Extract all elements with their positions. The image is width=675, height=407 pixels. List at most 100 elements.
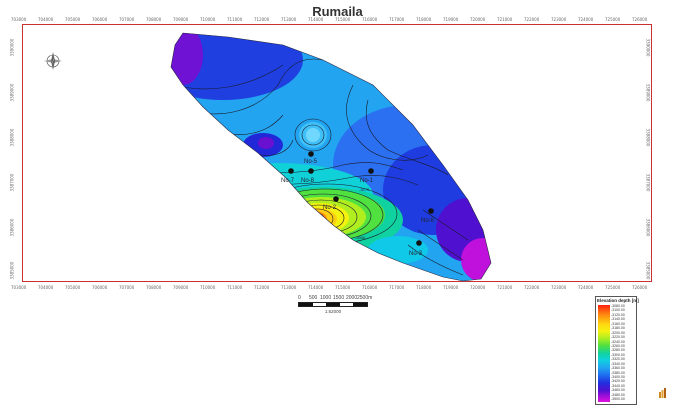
well-label: No-5 <box>304 159 318 165</box>
tick-label: 714000 <box>308 285 324 290</box>
map-title: Rumaila <box>312 4 363 19</box>
well-label: No-1 <box>360 178 374 184</box>
contour-label: -3300 <box>355 235 366 240</box>
scale-label: 2500m <box>357 295 373 301</box>
tick-label: 3385000 <box>9 261 15 280</box>
legend-value: -3320.00 <box>611 357 625 362</box>
tick-label: 706000 <box>92 17 108 22</box>
tick-label: 710000 <box>200 285 216 290</box>
software-logo-icon <box>659 388 666 398</box>
legend-value: -3420.00 <box>611 379 625 384</box>
tick-label: 719000 <box>443 285 459 290</box>
tick-label: 715000 <box>335 17 351 22</box>
svg-text:N: N <box>51 59 55 65</box>
scale-label: 1500 <box>333 295 345 301</box>
contour-label: -3275 <box>359 187 370 192</box>
well-marker[interactable]: No-6 <box>421 208 435 224</box>
well-marker[interactable]: No-1 <box>360 168 374 184</box>
scale-label: 2000 <box>346 295 358 301</box>
tick-label: 707000 <box>119 17 135 22</box>
tick-label: 725000 <box>605 17 621 22</box>
legend-value: -3220.00 <box>611 335 625 340</box>
tick-label: 704000 <box>38 285 54 290</box>
tick-label: 717000 <box>389 285 405 290</box>
tick-label: 705000 <box>65 17 81 22</box>
well-marker[interactable]: No-8 <box>301 168 315 184</box>
tick-label: 707000 <box>119 285 135 290</box>
scale-graphic <box>298 302 368 307</box>
tick-label: 720000 <box>470 285 486 290</box>
tick-label: 713000 <box>281 285 297 290</box>
well-marker[interactable]: No-2 <box>323 196 339 211</box>
well-marker[interactable]: No-3 <box>409 240 423 257</box>
tick-label: 718000 <box>416 285 432 290</box>
tick-label: 724000 <box>578 17 594 22</box>
tick-label: 3388000 <box>9 128 15 147</box>
legend-color-ramp <box>598 305 610 402</box>
legend-value: -3100.00 <box>611 308 625 313</box>
legend-value: -3120.00 <box>611 312 625 317</box>
map-frame: N No-5 No-7 No-8 No-1 No-2 <box>9 17 653 290</box>
tick-label: 711000 <box>227 17 243 22</box>
tick-label: 3388000 <box>645 128 651 147</box>
well-marker[interactable]: No-5 <box>304 151 318 165</box>
tick-label: 3390000 <box>645 38 651 57</box>
legend-value: -3360.00 <box>611 366 625 371</box>
legend-value: -3460.00 <box>611 388 625 393</box>
tick-label: 3390000 <box>9 38 15 57</box>
tick-label: 719000 <box>443 17 459 22</box>
tick-label: 708000 <box>146 285 162 290</box>
tick-label: 711000 <box>227 285 243 290</box>
tick-label: 721000 <box>497 285 513 290</box>
tick-label: 715000 <box>335 285 351 290</box>
legend-value: -3440.00 <box>611 383 625 388</box>
tick-label: 725000 <box>605 285 621 290</box>
tick-label: 704000 <box>38 17 54 22</box>
tick-label: 723000 <box>551 285 567 290</box>
tick-label: 726000 <box>632 17 648 22</box>
tick-label: 713000 <box>281 17 297 22</box>
tick-label: 724000 <box>578 285 594 290</box>
tick-label: 706000 <box>92 285 108 290</box>
tick-label: 709000 <box>173 17 189 22</box>
tick-label: 721000 <box>497 17 513 22</box>
legend-value: -3200.00 <box>611 330 625 335</box>
well-label: No-7 <box>281 178 295 184</box>
tick-label: 3386000 <box>9 218 15 237</box>
tick-label: 3387000 <box>645 173 651 192</box>
legend-value: -3280.00 <box>611 348 625 353</box>
scale-ratio: 1:62000 <box>324 309 342 314</box>
legend-value: -3260.00 <box>611 343 625 348</box>
north-arrow-icon: N <box>44 52 62 70</box>
tick-label: 718000 <box>416 17 432 22</box>
elevation-legend: Elevation depth [m] -3080.00 -3100.00 -312… <box>595 296 639 405</box>
scale-label: 1000 <box>320 295 332 301</box>
legend-value: -3160.00 <box>611 321 625 326</box>
tick-label: 717000 <box>389 17 405 22</box>
tick-label: 3389000 <box>645 83 651 102</box>
legend-value: -3380.00 <box>611 370 625 375</box>
tick-label: 712000 <box>254 17 270 22</box>
well-label: No-3 <box>409 251 423 257</box>
tick-label: 705000 <box>65 285 81 290</box>
well-marker[interactable]: No-7 <box>281 168 295 184</box>
legend-value: -3180.00 <box>611 326 625 331</box>
legend-value: -3480.00 <box>611 392 625 397</box>
tick-label: 716000 <box>362 17 378 22</box>
scale-bar: 0 500 1000 1500 2000 2500m 1:62000 <box>298 295 372 314</box>
well-label: No-6 <box>421 218 435 224</box>
tick-label: 3386000 <box>645 218 651 237</box>
well-label: No-2 <box>323 205 337 211</box>
legend-value: -3240.00 <box>611 339 625 344</box>
tick-label: 3387000 <box>9 173 15 192</box>
tick-label: 722000 <box>524 285 540 290</box>
legend-value: -3080.00 <box>611 304 625 308</box>
tick-label: 712000 <box>254 285 270 290</box>
map-canvas[interactable]: N No-5 No-7 No-8 No-1 No-2 <box>23 25 653 283</box>
tick-label: 703000 <box>11 17 27 22</box>
legend-value: -3340.00 <box>611 361 625 366</box>
tick-label: 3389000 <box>9 83 15 102</box>
legend-labels: -3080.00 -3100.00 -3120.00 -3140.00 -3160.00… <box>610 304 634 402</box>
tick-label: 722000 <box>524 17 540 22</box>
scale-label: 500 <box>309 295 318 301</box>
